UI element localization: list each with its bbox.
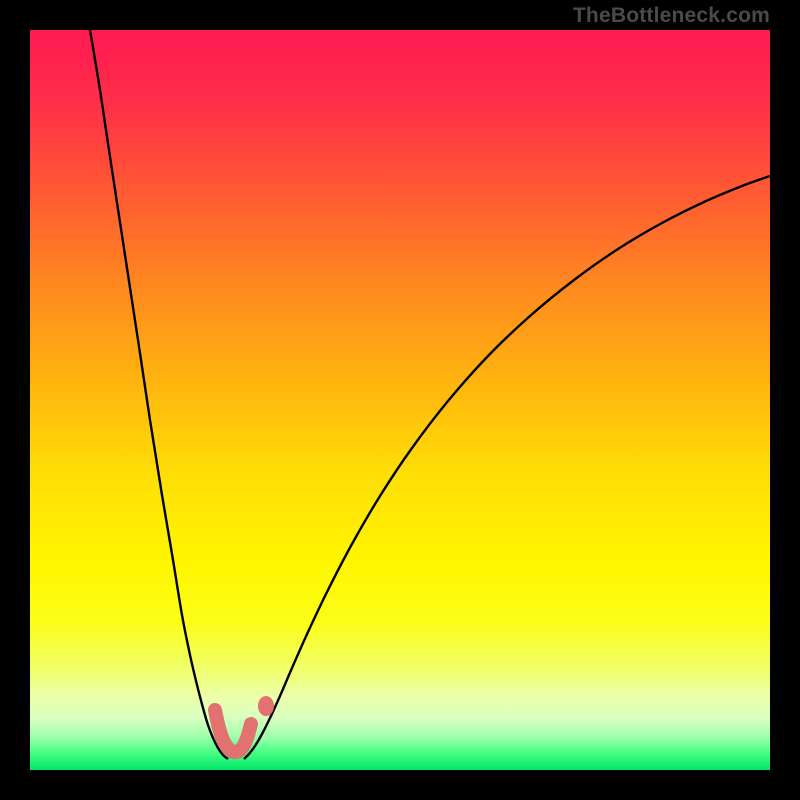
curve-right-branch (244, 176, 770, 759)
pink-u-marker (215, 710, 251, 752)
plot-area (30, 30, 770, 770)
pink-dot-marker (258, 696, 274, 716)
watermark-text: TheBottleneck.com (573, 4, 770, 28)
curve-layer (30, 30, 770, 770)
curve-left-branch (90, 30, 228, 759)
outer-frame: TheBottleneck.com (0, 0, 800, 800)
